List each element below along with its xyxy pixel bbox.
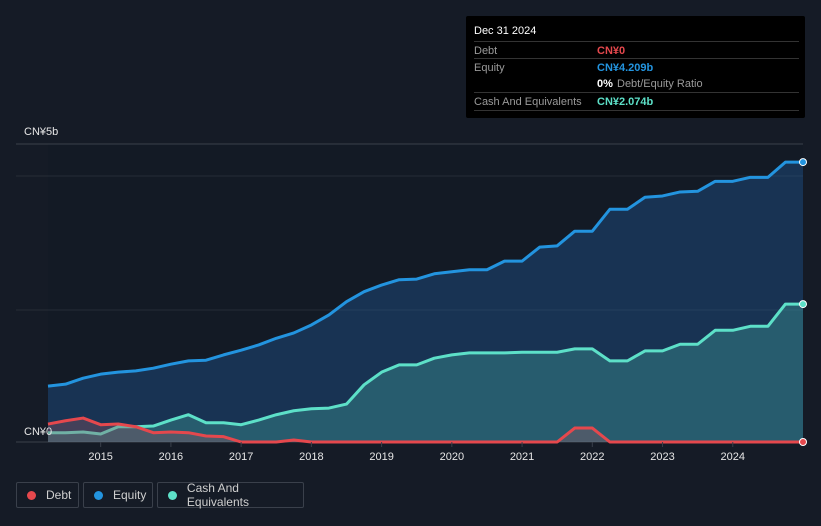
tooltip-row-equity: Equity CN¥4.209b (474, 58, 799, 76)
debt-area (48, 418, 803, 442)
equity-dot-icon (94, 490, 103, 500)
ratio-value: 0% (597, 78, 613, 90)
cash-value: CN¥2.074b (597, 96, 654, 108)
equity-area (48, 162, 803, 442)
equity-label: Equity (474, 62, 505, 74)
x-tick-label: 2016 (159, 451, 183, 463)
ratio-label: Debt/Equity Ratio (617, 78, 703, 90)
x-tick-label: 2023 (650, 451, 674, 463)
debt-line (47, 416, 803, 444)
debt-dot-icon (27, 490, 36, 500)
x-tick-label: 2024 (721, 451, 745, 463)
cash-line (48, 302, 803, 436)
debt-value: CN¥0 (597, 45, 626, 57)
equity-line (47, 160, 803, 388)
y-label-bottom: CN¥0 (24, 426, 52, 438)
legend-equity-label: Equity (113, 488, 147, 502)
legend-debt-label: Debt (46, 488, 72, 502)
legend-cash[interactable]: Cash And Equivalents (157, 481, 304, 509)
cash-area (48, 304, 803, 442)
x-tick-label: 2018 (299, 451, 323, 463)
x-tick-label: 2019 (369, 451, 393, 463)
equity-value: CN¥4.209b (597, 62, 654, 74)
legend-equity[interactable]: Equity (83, 482, 153, 508)
x-tick-label: 2022 (580, 451, 604, 463)
x-tick-label: 2015 (88, 451, 112, 463)
tooltip: Dec 31 2024 Debt CN¥0 Equity CN¥4.209b 0… (466, 16, 805, 118)
cash-label: Cash And Equivalents (474, 96, 582, 108)
debt-end-marker (799, 438, 807, 446)
cash-end-marker (799, 300, 807, 309)
debt-label: Debt (474, 45, 498, 57)
legend-debt[interactable]: Debt (16, 482, 79, 508)
legend-cash-label: Cash And Equivalents (186, 481, 249, 509)
tooltip-row-debt: Debt CN¥0 (474, 41, 799, 59)
x-tick-label: 2017 (229, 451, 253, 463)
x-tick-label: 2021 (510, 451, 534, 463)
tooltip-row-cash: Cash And Equivalents CN¥2.074b (474, 92, 799, 111)
equity-end-marker (799, 158, 807, 167)
y-label-top: CN¥5b (24, 126, 58, 138)
x-tick-label: 2020 (440, 451, 464, 463)
tooltip-row-ratio: 0% Debt/Equity Ratio (474, 75, 799, 92)
tooltip-date: Dec 31 2024 (474, 25, 537, 37)
cash-dot-icon (168, 490, 177, 500)
